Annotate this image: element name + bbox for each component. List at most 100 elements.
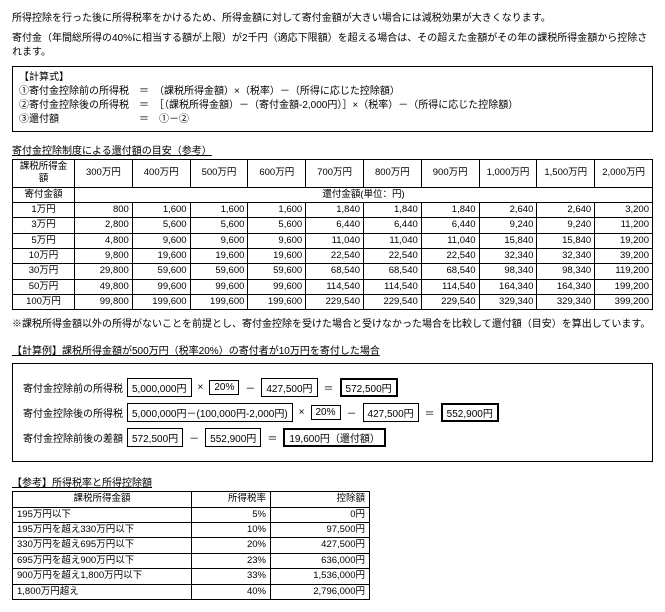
refund-cell: 68,540 [421,264,479,279]
r1-b: 20% [209,380,239,395]
refund-cell: 2,640 [537,203,595,218]
op-eq-3: ＝ [265,430,279,445]
op-eq-2: ＝ [423,405,437,420]
refund-row-label: 100万円 [13,295,75,310]
refund-cell: 329,340 [537,295,595,310]
op-eq: ＝ [322,380,336,395]
refund-cell: 11,040 [306,233,364,248]
refund-cell: 229,540 [363,295,421,310]
refund-row-label: 30万円 [13,264,75,279]
refund-cell: 329,340 [479,295,537,310]
table-row: 50万円49,80099,60099,60099,600114,540114,5… [13,279,653,294]
r3-b: 552,900円 [205,428,261,447]
refund-cell: 199,600 [190,295,248,310]
refund-cell: 4,800 [75,233,133,248]
refund-cell: 15,840 [479,233,537,248]
refund-income-col: 900万円 [421,160,479,188]
table-row: 3万円2,8005,6005,6005,6006,4406,4406,4409,… [13,218,653,233]
r1-c: 427,500円 [261,378,317,397]
refund-cell: 98,340 [537,264,595,279]
refund-cell: 114,540 [306,279,364,294]
refund-cell: 59,600 [248,264,306,279]
refund-cell: 19,600 [190,249,248,264]
refund-cell: 11,040 [421,233,479,248]
refund-cell: 164,340 [537,279,595,294]
refund-cell: 19,600 [248,249,306,264]
refund-cell: 99,600 [190,279,248,294]
example-row-3: 寄付金控除前後の差額 572,500円 － 552,900円 ＝ 19,600円… [23,428,642,447]
refund-cell: 5,600 [248,218,306,233]
refund-income-col: 400万円 [132,160,190,188]
table-row: 30万円29,80059,60059,60059,60068,54068,540… [13,264,653,279]
refund-cell: 3,200 [595,203,653,218]
refund-cell: 6,440 [306,218,364,233]
refund-cell: 6,440 [421,218,479,233]
refund-cell: 11,200 [595,218,653,233]
formula-l3: ③還付額 ＝ ①－② [19,113,646,127]
rate-bracket: 1,800万円超え [13,584,192,599]
intro-p2: 寄付金（年間総所得の40%に相当する額が上限）が2千円（適応下限額）を超える場合… [12,32,653,60]
r3-label: 寄付金控除前後の差額 [23,430,123,445]
refund-cell: 1,600 [248,203,306,218]
rate-deduction: 0円 [271,507,370,522]
rate-h3: 控除額 [271,492,370,507]
refund-cell: 99,600 [248,279,306,294]
formula-l2: ②寄付金控除後の所得税 ＝ ［（課税所得金額）－（寄付金額-2,000円）］×（… [19,99,646,113]
op-sub-2: － [345,405,359,420]
refund-income-col: 300万円 [75,160,133,188]
refund-income-header: 課税所得金額 [13,160,75,188]
refund-cell: 114,540 [421,279,479,294]
rate-h2: 所得税率 [192,492,271,507]
rate-percent: 20% [192,538,271,553]
table-row: 1万円8001,6001,6001,6001,8401,8401,8402,64… [13,203,653,218]
r1-res: 572,500円 [340,378,398,397]
op-sub-3: － [187,430,201,445]
formula-box: 【計算式】 ①寄付金控除前の所得税 ＝ （課税所得金額）×（税率）－（所得に応じ… [12,66,653,132]
refund-cell: 5,600 [190,218,248,233]
refund-cell: 9,240 [479,218,537,233]
refund-cell: 19,600 [132,249,190,264]
rate-percent: 23% [192,553,271,568]
refund-table-title: 寄付金控除制度による還付額の目安（参考） [12,142,653,157]
table-row: 900万円を超え1,800万円以下33%1,536,000円 [13,569,370,584]
table-row: 1,800万円超え40%2,796,000円 [13,584,370,599]
refund-cell: 99,600 [132,279,190,294]
r2-c: 427,500円 [363,403,419,422]
refund-cell: 22,540 [363,249,421,264]
refund-cell: 800 [75,203,133,218]
refund-table-head: 課税所得金額300万円400万円500万円600万円700万円800万円900万… [13,160,653,203]
refund-income-col: 700万円 [306,160,364,188]
refund-cell: 164,340 [479,279,537,294]
rate-bracket: 195万円以下 [13,507,192,522]
example-row-2: 寄付金控除後の所得税 5,000,000円－(100,000円-2,000円) … [23,403,642,422]
table-row: 330万円を超え695万円以下20%427,500円 [13,538,370,553]
note: ※課税所得金額以外の所得がないことを前提とし、寄付金控除を受けた場合と受けなかっ… [12,318,653,332]
refund-cell: 199,600 [248,295,306,310]
refund-cell: 11,040 [363,233,421,248]
op-sub: － [243,380,257,395]
refund-cell: 39,200 [595,249,653,264]
refund-row-label: 50万円 [13,279,75,294]
r3-res: 19,600円（還付額） [283,428,386,447]
rate-deduction: 427,500円 [271,538,370,553]
refund-cell: 199,600 [132,295,190,310]
rate-table-body: 195万円以下5%0円195万円を超え330万円以下10%97,500円330万… [13,507,370,599]
refund-table-body: 1万円8001,6001,6001,6001,8401,8401,8402,64… [13,203,653,310]
table-row: 695万円を超え900万円以下23%636,000円 [13,553,370,568]
refund-cell: 59,600 [190,264,248,279]
r2-a: 5,000,000円－(100,000円-2,000円) [127,403,293,422]
refund-cell: 1,840 [363,203,421,218]
refund-cell: 49,800 [75,279,133,294]
refund-row-label: 5万円 [13,233,75,248]
refund-income-col: 2,000万円 [595,160,653,188]
refund-cell: 22,540 [421,249,479,264]
refund-cell: 19,200 [595,233,653,248]
refund-cell: 229,540 [421,295,479,310]
formula-title: 【計算式】 [19,71,646,85]
refund-row-label: 1万円 [13,203,75,218]
r3-a: 572,500円 [127,428,183,447]
rate-bracket: 900万円を超え1,800万円以下 [13,569,192,584]
refund-cell: 98,340 [479,264,537,279]
r2-res: 552,900円 [441,403,499,422]
op-mul: × [196,382,206,393]
